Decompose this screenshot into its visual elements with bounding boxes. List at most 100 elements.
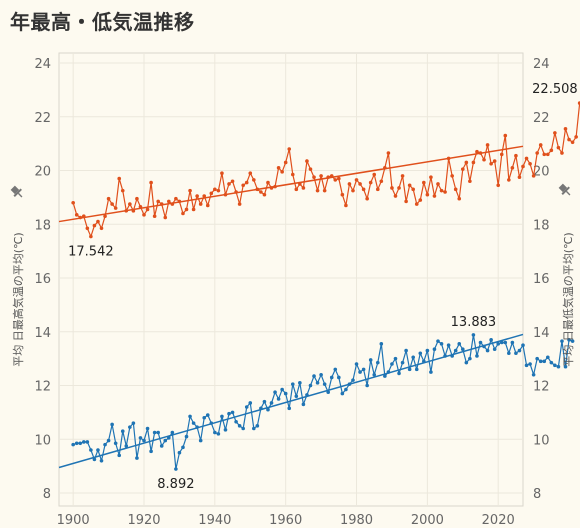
data-point bbox=[514, 351, 518, 356]
data-point bbox=[195, 194, 199, 198]
data-point bbox=[492, 347, 497, 352]
data-point bbox=[379, 179, 384, 184]
data-point bbox=[393, 194, 398, 198]
data-point bbox=[432, 347, 437, 352]
data-point bbox=[298, 381, 302, 385]
data-point bbox=[128, 425, 132, 429]
data-point bbox=[549, 360, 554, 365]
data-point bbox=[464, 160, 469, 165]
data-point bbox=[273, 390, 277, 395]
data-point bbox=[471, 160, 476, 165]
data-point bbox=[227, 411, 231, 416]
data-point bbox=[202, 415, 207, 420]
data-point bbox=[170, 202, 175, 206]
data-point bbox=[390, 362, 394, 366]
data-point bbox=[255, 187, 260, 192]
data-point bbox=[202, 194, 207, 198]
data-point bbox=[333, 367, 338, 372]
data-point bbox=[507, 178, 511, 182]
data-label: 13.883 bbox=[451, 315, 497, 330]
data-point bbox=[489, 338, 493, 342]
data-point bbox=[308, 167, 313, 171]
data-point bbox=[110, 202, 114, 206]
data-point bbox=[560, 151, 564, 155]
pin-icon bbox=[558, 183, 571, 196]
data-point bbox=[266, 180, 270, 185]
data-point bbox=[496, 183, 501, 188]
y-tick-label-left: 14 bbox=[34, 326, 51, 341]
data-point bbox=[220, 414, 224, 419]
data-point bbox=[152, 430, 157, 435]
data-point bbox=[290, 382, 295, 386]
data-point bbox=[259, 406, 263, 411]
data-point bbox=[453, 187, 458, 192]
data-point bbox=[156, 430, 160, 435]
data-point bbox=[106, 196, 111, 201]
data-point bbox=[131, 209, 136, 213]
data-point bbox=[563, 127, 568, 131]
data-point bbox=[464, 360, 469, 365]
data-point bbox=[276, 397, 281, 401]
data-point bbox=[244, 180, 249, 185]
plot-area bbox=[58, 52, 524, 507]
data-point bbox=[170, 430, 175, 435]
data-point bbox=[159, 202, 164, 206]
data-point bbox=[365, 383, 369, 388]
data-point bbox=[379, 342, 384, 346]
y-tick-label-left: 24 bbox=[34, 57, 51, 72]
data-point bbox=[280, 387, 284, 392]
data-point bbox=[344, 387, 348, 392]
y-tick-label-right: 20 bbox=[533, 165, 550, 180]
data-point bbox=[535, 356, 539, 361]
data-point bbox=[177, 199, 182, 204]
series-line-high bbox=[72, 103, 580, 239]
data-point bbox=[205, 203, 210, 208]
data-point bbox=[152, 214, 157, 218]
data-point bbox=[475, 149, 479, 154]
data-point bbox=[195, 425, 199, 429]
data-point bbox=[142, 213, 146, 217]
data-point bbox=[351, 378, 355, 382]
data-point bbox=[492, 159, 497, 163]
data-point bbox=[354, 178, 359, 182]
x-tick-label: 1960 bbox=[269, 513, 302, 528]
x-tick-label: 2020 bbox=[482, 513, 515, 528]
data-point bbox=[326, 175, 330, 180]
data-point bbox=[577, 101, 580, 105]
data-point bbox=[507, 351, 511, 356]
data-point bbox=[496, 342, 501, 346]
data-point bbox=[397, 371, 401, 376]
data-label: 8.892 bbox=[157, 477, 194, 492]
data-point bbox=[542, 359, 547, 364]
data-point bbox=[248, 401, 253, 405]
data-point bbox=[460, 167, 465, 171]
y-tick-label-right: 12 bbox=[533, 380, 550, 395]
data-point bbox=[145, 426, 150, 431]
y-tick-label-left: 16 bbox=[34, 272, 51, 287]
data-point bbox=[545, 152, 550, 157]
data-point bbox=[329, 375, 334, 380]
data-point bbox=[517, 348, 522, 353]
data-point bbox=[425, 348, 430, 353]
x-tick-label: 1940 bbox=[198, 513, 231, 528]
data-point bbox=[414, 367, 419, 372]
data-point bbox=[230, 410, 235, 415]
data-point bbox=[237, 202, 242, 206]
data-point bbox=[538, 359, 543, 364]
data-point bbox=[414, 202, 419, 206]
data-point bbox=[344, 203, 348, 208]
data-point bbox=[567, 338, 571, 342]
x-tick-label: 2000 bbox=[411, 513, 444, 528]
data-point bbox=[563, 364, 568, 369]
data-point bbox=[517, 175, 522, 180]
data-point bbox=[471, 333, 476, 337]
data-point bbox=[531, 372, 536, 377]
x-tick-label: 1920 bbox=[127, 513, 160, 528]
data-point bbox=[117, 176, 122, 181]
data-point bbox=[205, 413, 210, 417]
data-point bbox=[499, 152, 504, 157]
data-point bbox=[276, 166, 281, 170]
data-point bbox=[535, 151, 539, 155]
data-point bbox=[322, 188, 327, 193]
data-point bbox=[124, 444, 129, 448]
